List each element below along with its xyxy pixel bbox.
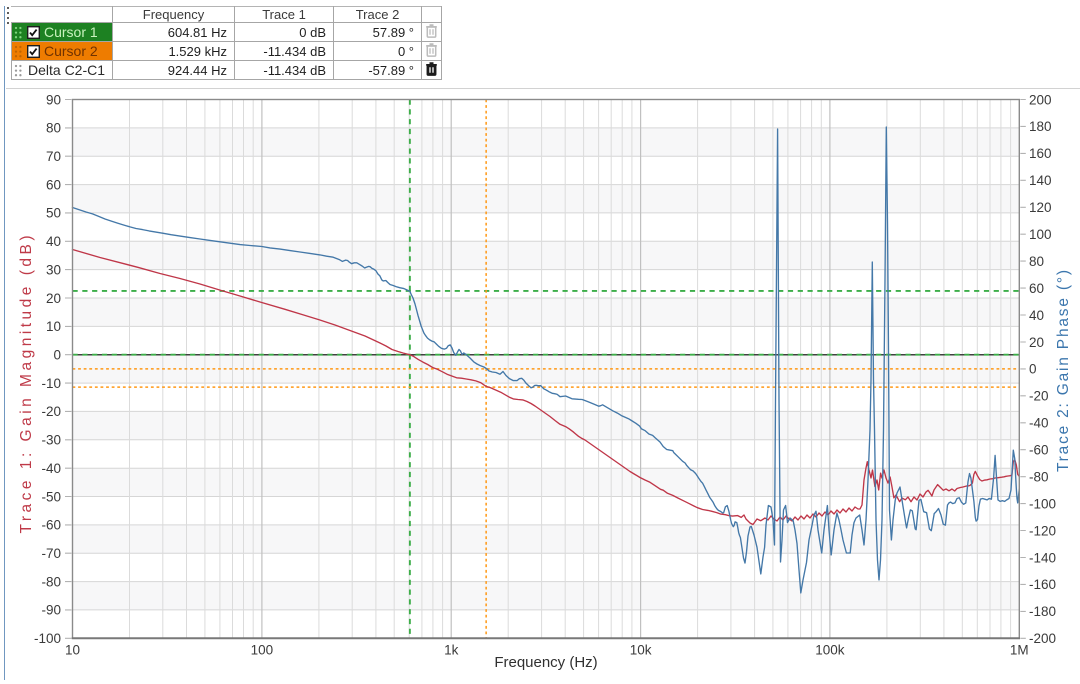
svg-text:80: 80 [46, 121, 61, 136]
svg-text:-160: -160 [1029, 577, 1056, 592]
svg-text:Trace 2: Gain Phase (°): Trace 2: Gain Phase (°) [1055, 270, 1072, 472]
svg-text:1M: 1M [1010, 643, 1029, 658]
svg-text:-120: -120 [1029, 523, 1056, 538]
svg-text:40: 40 [46, 234, 61, 249]
svg-text:-60: -60 [1029, 443, 1049, 458]
svg-text:40: 40 [1029, 308, 1044, 323]
svg-text:Frequency (Hz): Frequency (Hz) [494, 654, 597, 671]
svg-text:0: 0 [53, 348, 61, 363]
svg-text:-70: -70 [41, 546, 61, 561]
svg-text:-90: -90 [41, 603, 61, 618]
svg-text:30: 30 [46, 262, 61, 277]
svg-text:-100: -100 [1029, 496, 1056, 511]
svg-text:60: 60 [1029, 281, 1044, 296]
svg-text:1k: 1k [444, 643, 459, 658]
svg-text:-180: -180 [1029, 604, 1056, 619]
svg-text:-60: -60 [41, 518, 61, 533]
svg-text:10k: 10k [630, 643, 652, 658]
svg-text:-50: -50 [41, 489, 61, 504]
svg-text:100: 100 [1029, 227, 1052, 242]
svg-text:20: 20 [1029, 335, 1044, 350]
svg-text:200: 200 [1029, 92, 1052, 107]
svg-text:-20: -20 [1029, 389, 1049, 404]
svg-text:-80: -80 [1029, 470, 1049, 485]
svg-text:180: 180 [1029, 119, 1052, 134]
svg-text:90: 90 [46, 92, 61, 107]
svg-text:Trace 1: Gain Magnitude (dB): Trace 1: Gain Magnitude (dB) [18, 236, 35, 534]
svg-text:-30: -30 [41, 433, 61, 448]
svg-text:0: 0 [1029, 362, 1037, 377]
svg-text:140: 140 [1029, 173, 1052, 188]
svg-text:100: 100 [251, 643, 274, 658]
svg-text:-200: -200 [1029, 631, 1056, 646]
svg-text:-40: -40 [41, 461, 61, 476]
svg-text:160: 160 [1029, 146, 1052, 161]
svg-text:80: 80 [1029, 254, 1044, 269]
svg-text:50: 50 [46, 206, 61, 221]
svg-text:120: 120 [1029, 200, 1052, 215]
svg-text:10: 10 [46, 319, 61, 334]
svg-text:-140: -140 [1029, 550, 1056, 565]
svg-text:100k: 100k [815, 643, 845, 658]
svg-text:-20: -20 [41, 404, 61, 419]
svg-text:10: 10 [65, 643, 80, 658]
svg-text:-10: -10 [41, 376, 61, 391]
svg-text:60: 60 [46, 177, 61, 192]
svg-text:70: 70 [46, 149, 61, 164]
svg-text:-80: -80 [41, 574, 61, 589]
svg-text:-40: -40 [1029, 416, 1049, 431]
svg-text:-100: -100 [34, 631, 61, 646]
svg-text:20: 20 [46, 291, 61, 306]
